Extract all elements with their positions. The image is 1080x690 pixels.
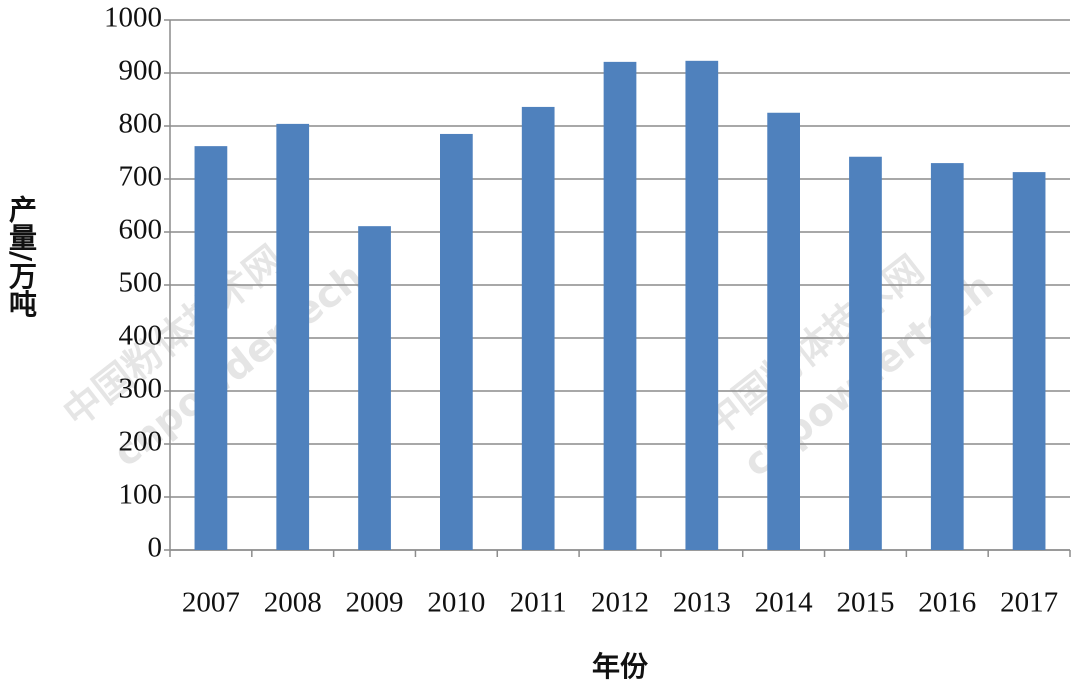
x-tick-label: 2014	[755, 587, 814, 619]
y-tick-label: 800	[119, 108, 163, 140]
x-tick-label: 2007	[182, 587, 240, 619]
y-tick-label: 600	[119, 214, 163, 246]
bar	[930, 163, 964, 550]
x-tick-label: 2017	[1000, 587, 1058, 619]
bar	[440, 133, 473, 550]
y-tick-label: 700	[119, 161, 163, 193]
bar	[276, 123, 310, 550]
bar	[767, 112, 800, 550]
x-tick-label: 2016	[918, 587, 976, 619]
y-tick-label: 1000	[104, 2, 162, 34]
y-tick-label: 400	[119, 320, 163, 352]
bar	[685, 60, 719, 551]
bar	[849, 156, 882, 551]
x-tick-label: 2010	[427, 587, 485, 619]
bar	[358, 226, 391, 551]
bar	[521, 106, 555, 551]
x-tick-label: 2015	[836, 587, 894, 619]
y-axis-label: 产量/万吨	[5, 195, 38, 318]
x-axis-label: 年份	[592, 650, 648, 683]
x-tick-label: 2009	[346, 587, 404, 619]
x-tick-label: 2012	[591, 587, 649, 619]
y-tick-label: 100	[119, 479, 163, 511]
x-tick-label: 2013	[673, 587, 731, 619]
bar	[194, 146, 228, 550]
x-tick-label: 2008	[264, 587, 322, 619]
bar	[603, 61, 637, 551]
x-tick-label: 2011	[510, 587, 567, 619]
y-tick-label: 200	[119, 426, 163, 458]
y-tick-label: 900	[119, 55, 163, 87]
y-tick-label: 300	[119, 373, 163, 405]
bar	[1012, 172, 1046, 551]
y-tick-label: 0	[148, 532, 163, 564]
y-tick-label: 500	[119, 267, 163, 299]
